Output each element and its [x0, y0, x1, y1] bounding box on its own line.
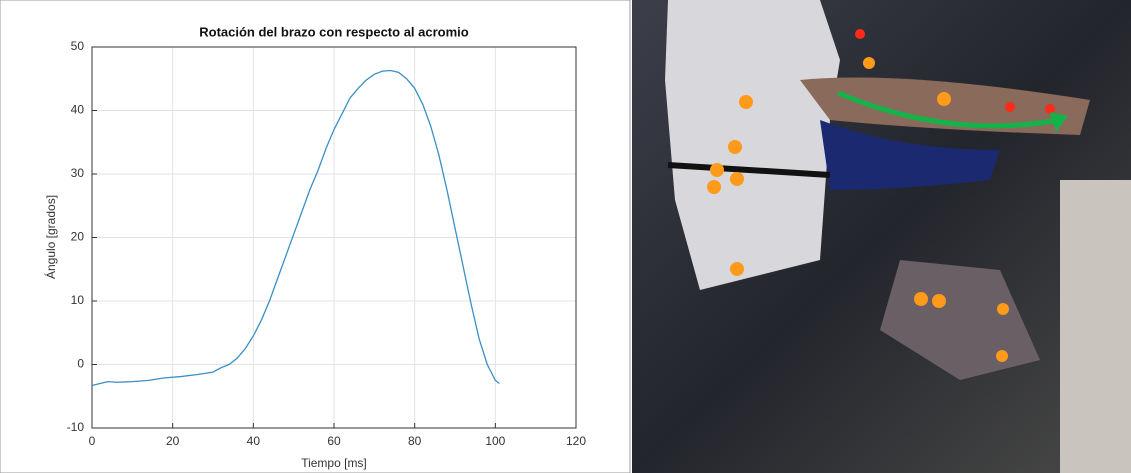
x-tick-label: 20 — [166, 434, 180, 448]
x-tick-label: 80 — [408, 434, 422, 448]
data-line — [91, 69, 500, 387]
y-tick-label: 20 — [71, 230, 85, 244]
y-tick-label: 30 — [71, 166, 85, 180]
x-tick-label: 120 — [566, 434, 586, 448]
y-axis-label: Ángulo [grados] — [43, 195, 58, 279]
y-tick-label: 50 — [71, 39, 85, 53]
x-axis-label: Tiempo [ms] — [301, 456, 367, 470]
x-tick-label: 40 — [247, 434, 261, 448]
y-tick-label: 0 — [77, 357, 84, 371]
plot-frame — [91, 46, 577, 429]
x-tick-label: 0 — [89, 434, 96, 448]
y-tick-label: 10 — [71, 293, 85, 307]
photo — [632, 0, 1131, 473]
chart-title: Rotación del brazo con respecto al acrom… — [199, 24, 469, 39]
y-tick-label: -10 — [67, 420, 85, 434]
x-tick-label: 60 — [327, 434, 341, 448]
y-tick-label: 40 — [71, 103, 85, 117]
x-tick-label: 100 — [485, 434, 505, 448]
